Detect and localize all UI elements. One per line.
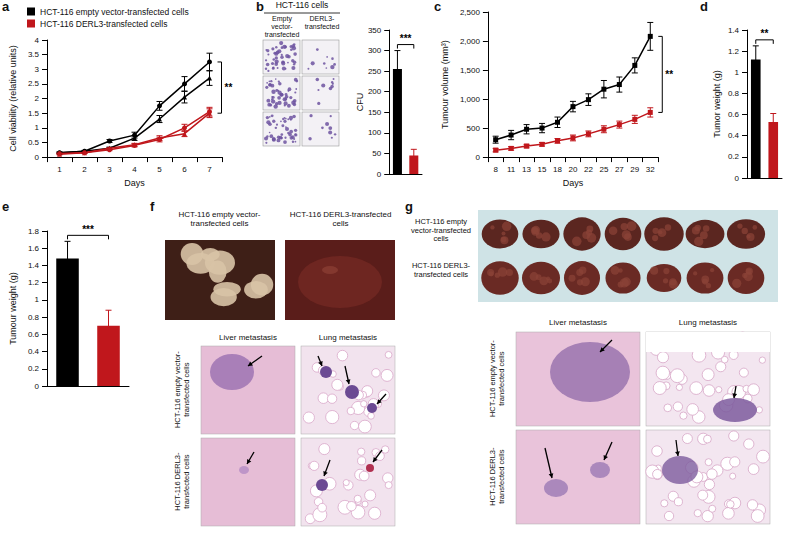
html-text:HCT-116 empty vector-transfect: HCT-116 empty vector-transfected cells [173, 351, 191, 429]
html-text:f: f [150, 199, 155, 214]
svg-text:1.8: 1.8 [28, 227, 40, 236]
svg-text:29: 29 [630, 165, 639, 174]
svg-text:0.6: 0.6 [28, 330, 40, 339]
html-text:Lung metastasis: Lung metastasis [678, 318, 738, 327]
svg-text:0.5: 0.5 [28, 138, 40, 147]
html-text:DERL3-transfected: DERL3-transfected [304, 15, 340, 30]
svg-text:0.6: 0.6 [728, 110, 740, 119]
svg-text:1,000: 1,000 [460, 95, 481, 104]
svg-text:1: 1 [35, 295, 40, 304]
html-text:b: b [256, 0, 264, 14]
svg-text:2,500: 2,500 [460, 8, 481, 17]
svg-text:0.4: 0.4 [28, 347, 40, 356]
svg-text:3: 3 [35, 65, 40, 74]
svg-text:0: 0 [35, 382, 40, 391]
html-text:HCT-116 DERL3-transfected cell: HCT-116 DERL3-transfected cells [411, 261, 471, 279]
svg-text:11: 11 [507, 165, 516, 174]
svg-text:0: 0 [735, 174, 740, 183]
html-text:HCT-116 cells: HCT-116 cells [275, 0, 329, 10]
svg-text:2: 2 [82, 165, 87, 174]
svg-text:3.5: 3.5 [28, 50, 40, 59]
svg-text:Days: Days [124, 178, 145, 188]
svg-text:**: ** [761, 28, 769, 39]
svg-text:7: 7 [207, 165, 212, 174]
svg-text:25: 25 [599, 165, 608, 174]
svg-text:Tumour volume (mm³): Tumour volume (mm³) [440, 40, 450, 129]
svg-text:500: 500 [467, 124, 481, 133]
svg-text:HCT-116 DERL3-transfected cell: HCT-116 DERL3-transfected cells [40, 19, 167, 29]
svg-text:27: 27 [615, 165, 624, 174]
svg-text:250: 250 [368, 67, 382, 76]
html-text:Liver metastasis: Liver metastasis [219, 333, 277, 342]
svg-text:6: 6 [182, 165, 187, 174]
svg-text:1.2: 1.2 [28, 278, 40, 287]
html-text:HCT-116 empty vector-transfect: HCT-116 empty vector-transfected cells [178, 210, 261, 229]
svg-text:100: 100 [368, 128, 382, 137]
svg-text:18: 18 [553, 165, 562, 174]
svg-text:50: 50 [372, 149, 381, 158]
svg-text:4: 4 [35, 36, 40, 45]
svg-text:0.8: 0.8 [728, 89, 740, 98]
html-text:HCT-116 DERL3-transfected cell: HCT-116 DERL3-transfected cells [488, 447, 506, 506]
html-text:HCT-116 empty vector-transfect: HCT-116 empty vector-transfected cells [488, 340, 506, 418]
svg-text:0.4: 0.4 [728, 131, 740, 140]
svg-text:200: 200 [368, 87, 382, 96]
svg-text:HCT-116 empty vector-transfect: HCT-116 empty vector-transfected cells [40, 7, 189, 17]
svg-text:1.6: 1.6 [28, 244, 40, 253]
svg-text:1: 1 [735, 68, 740, 77]
svg-text:0: 0 [475, 153, 480, 162]
svg-text:1.2: 1.2 [728, 47, 740, 56]
svg-text:0: 0 [35, 153, 40, 162]
svg-text:2: 2 [35, 94, 40, 103]
svg-text:15: 15 [538, 165, 547, 174]
html-text:d: d [700, 0, 708, 14]
svg-text:32: 32 [646, 165, 655, 174]
svg-text:0: 0 [377, 170, 382, 179]
svg-text:Days: Days [563, 178, 584, 188]
svg-text:1.4: 1.4 [28, 261, 40, 270]
svg-text:1.4: 1.4 [728, 26, 740, 35]
html-text:HCT-116 empty vector-transfect: HCT-116 empty vector-transfected cells [411, 217, 471, 244]
html-text:HCT-116 DERL3-transfected cell: HCT-116 DERL3-transfected cells [289, 210, 392, 229]
html-text:HCT-116 DERL3-transfected cell: HCT-116 DERL3-transfected cells [173, 452, 191, 511]
svg-text:2.5: 2.5 [28, 79, 40, 88]
svg-text:1: 1 [57, 165, 62, 174]
svg-text:4: 4 [132, 165, 137, 174]
svg-text:350: 350 [368, 26, 382, 35]
svg-text:0.2: 0.2 [28, 364, 40, 373]
svg-text:22: 22 [584, 165, 593, 174]
svg-text:13: 13 [522, 165, 531, 174]
svg-text:20: 20 [569, 165, 578, 174]
svg-text:8: 8 [493, 165, 498, 174]
svg-text:1,500: 1,500 [460, 66, 481, 75]
html-text:Liver metastasis: Liver metastasis [549, 318, 607, 327]
svg-text:***: *** [82, 224, 94, 235]
html-text:c: c [434, 0, 442, 14]
html-text:Lung metastasis: Lung metastasis [318, 333, 378, 342]
svg-text:5: 5 [157, 165, 162, 174]
svg-text:2,000: 2,000 [460, 37, 481, 46]
svg-text:Tumour weight (g): Tumour weight (g) [8, 272, 18, 345]
svg-text:Tumor weight (g): Tumor weight (g) [712, 70, 722, 138]
svg-text:**: ** [665, 69, 673, 80]
svg-text:3: 3 [107, 165, 112, 174]
svg-text:Cell viability (relative units: Cell viability (relative units) [8, 45, 18, 152]
html-text:g: g [405, 199, 413, 214]
svg-text:CFU: CFU [355, 93, 365, 112]
html-text:e: e [2, 199, 10, 214]
svg-text:150: 150 [368, 108, 382, 117]
svg-text:***: *** [400, 33, 412, 44]
html-text:Empty vector-transfected: Empty vector-transfected [264, 15, 300, 39]
svg-text:300: 300 [368, 46, 382, 55]
svg-text:**: ** [225, 82, 233, 93]
svg-text:0.2: 0.2 [728, 152, 740, 161]
svg-text:1: 1 [35, 123, 40, 132]
svg-text:1.5: 1.5 [28, 109, 40, 118]
svg-text:0.8: 0.8 [28, 313, 40, 322]
html-text:a: a [2, 0, 10, 14]
